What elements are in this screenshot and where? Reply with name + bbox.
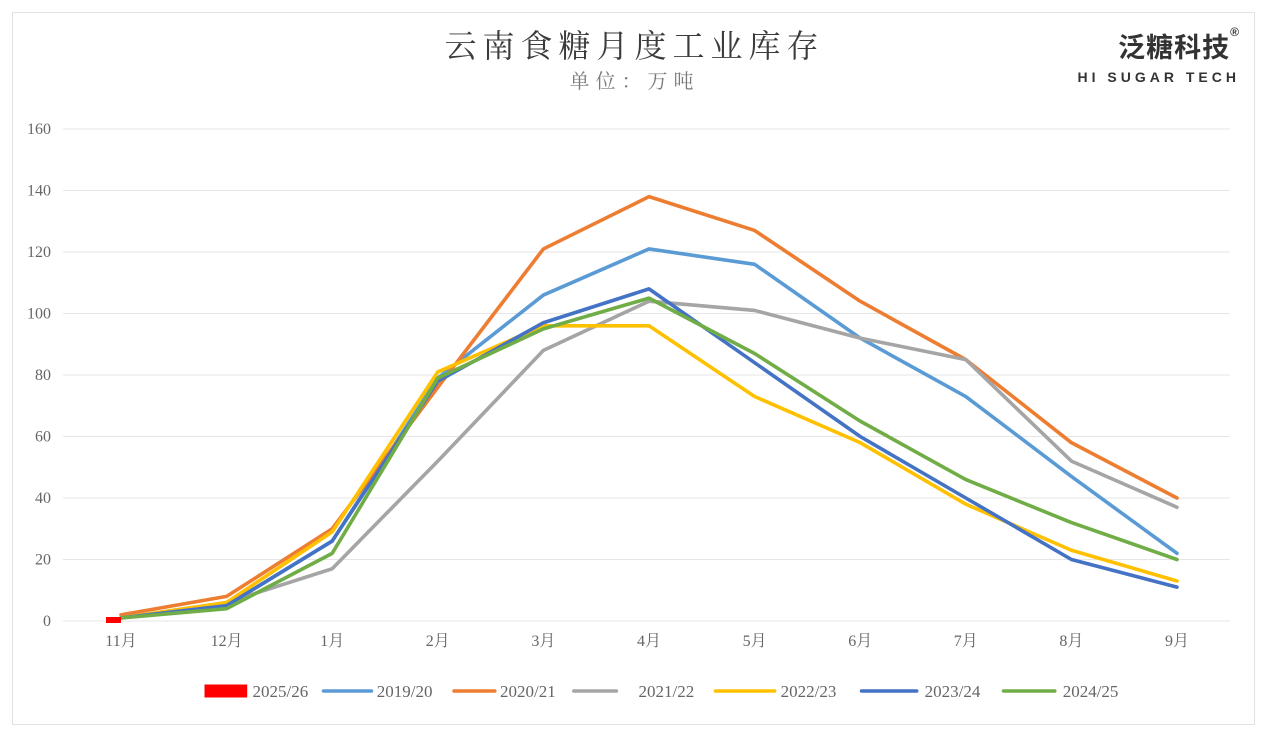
svg-text:1月: 1月: [320, 632, 344, 650]
svg-text:160: 160: [27, 121, 51, 138]
svg-text:12月: 12月: [211, 632, 243, 650]
svg-text:0: 0: [43, 613, 51, 630]
svg-text:60: 60: [35, 429, 51, 446]
svg-text:2月: 2月: [426, 632, 450, 650]
svg-text:2019/20: 2019/20: [377, 682, 433, 701]
svg-text:2022/23: 2022/23: [781, 682, 837, 701]
svg-text:120: 120: [27, 244, 51, 261]
svg-text:2024/25: 2024/25: [1063, 682, 1119, 701]
svg-text:2021/22: 2021/22: [639, 682, 695, 701]
svg-text:2025/26: 2025/26: [253, 682, 309, 701]
svg-text:80: 80: [35, 367, 51, 384]
svg-text:100: 100: [27, 306, 51, 323]
svg-text:140: 140: [27, 183, 51, 200]
svg-text:6月: 6月: [848, 632, 872, 650]
svg-text:7月: 7月: [954, 632, 978, 650]
svg-text:20: 20: [35, 552, 51, 569]
svg-text:11月: 11月: [105, 632, 136, 650]
svg-text:5月: 5月: [743, 632, 767, 650]
svg-text:2023/24: 2023/24: [925, 682, 981, 701]
svg-text:4月: 4月: [637, 632, 661, 650]
svg-text:2020/21: 2020/21: [500, 682, 556, 701]
svg-text:3月: 3月: [531, 632, 555, 650]
svg-text:8月: 8月: [1059, 632, 1083, 650]
svg-text:40: 40: [35, 490, 51, 507]
svg-text:9月: 9月: [1165, 632, 1189, 650]
